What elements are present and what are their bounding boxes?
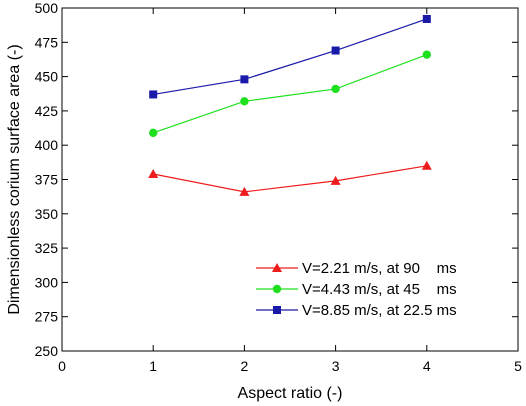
legend-marker (272, 284, 282, 294)
plot-frame (61, 7, 519, 352)
data-point (331, 46, 340, 55)
x-tick-label: 5 (514, 358, 522, 374)
legend: V=2.21 m/s, at 90 ms V=4.43 m/s, at 45 ms… (256, 260, 457, 319)
y-tick-label: 500 (35, 0, 59, 16)
data-point (149, 128, 158, 138)
y-tick-label: 450 (35, 69, 59, 85)
series-group (148, 14, 432, 196)
y-tick-label: 250 (35, 343, 59, 359)
legend-marker (273, 306, 281, 314)
x-tick-label: 2 (241, 358, 249, 374)
data-point (240, 75, 249, 84)
x-axis-title: Aspect ratio (-) (238, 385, 343, 402)
x-tick-label: 1 (149, 358, 157, 374)
data-point (421, 160, 432, 170)
legend-entry-3: V=8.85 m/s, at 22.5 ms (256, 302, 457, 319)
data-point (148, 169, 159, 179)
legend-label: V=8.85 m/s, at 22.5 ms (302, 302, 457, 319)
series-line (153, 18, 427, 96)
y-axis: 250 275 300 325 350 375 400 425 450 475 500 (35, 0, 518, 359)
y-axis-title: Dimensionless corium surface area (-) (6, 44, 23, 314)
legend-label: V=2.21 m/s, at 90 ms (302, 260, 457, 277)
y-tick-label: 425 (35, 103, 59, 119)
data-point (422, 14, 431, 23)
legend-entry-1: V=2.21 m/s, at 90 ms (256, 260, 457, 277)
data-point (330, 175, 341, 185)
data-point (240, 97, 249, 106)
x-tick-label: 4 (423, 358, 431, 374)
series-line (153, 165, 427, 193)
legend-label: V=4.43 m/s, at 45 ms (302, 281, 457, 298)
y-tick-label: 350 (35, 206, 59, 222)
x-axis: 0 1 2 3 4 5 (58, 8, 522, 374)
y-tick-label: 475 (35, 34, 59, 50)
series-2 (149, 50, 431, 138)
y-tick-label: 275 (35, 309, 59, 325)
y-tick-label: 300 (35, 274, 59, 290)
plot-frame-group (61, 7, 519, 352)
series-3 (149, 14, 431, 99)
series-line (153, 54, 428, 134)
x-tick-label: 3 (332, 358, 340, 374)
data-point (331, 84, 340, 94)
data-point (149, 90, 158, 99)
series-1 (148, 160, 432, 196)
legend-marker (272, 263, 282, 272)
data-point (239, 186, 250, 196)
y-tick-label: 400 (35, 137, 59, 153)
x-tick-label: 0 (58, 358, 66, 374)
y-tick-label: 375 (35, 172, 59, 188)
data-point (422, 50, 431, 59)
y-tick-label: 325 (35, 240, 59, 256)
legend-entry-2: V=4.43 m/s, at 45 ms (256, 281, 457, 298)
